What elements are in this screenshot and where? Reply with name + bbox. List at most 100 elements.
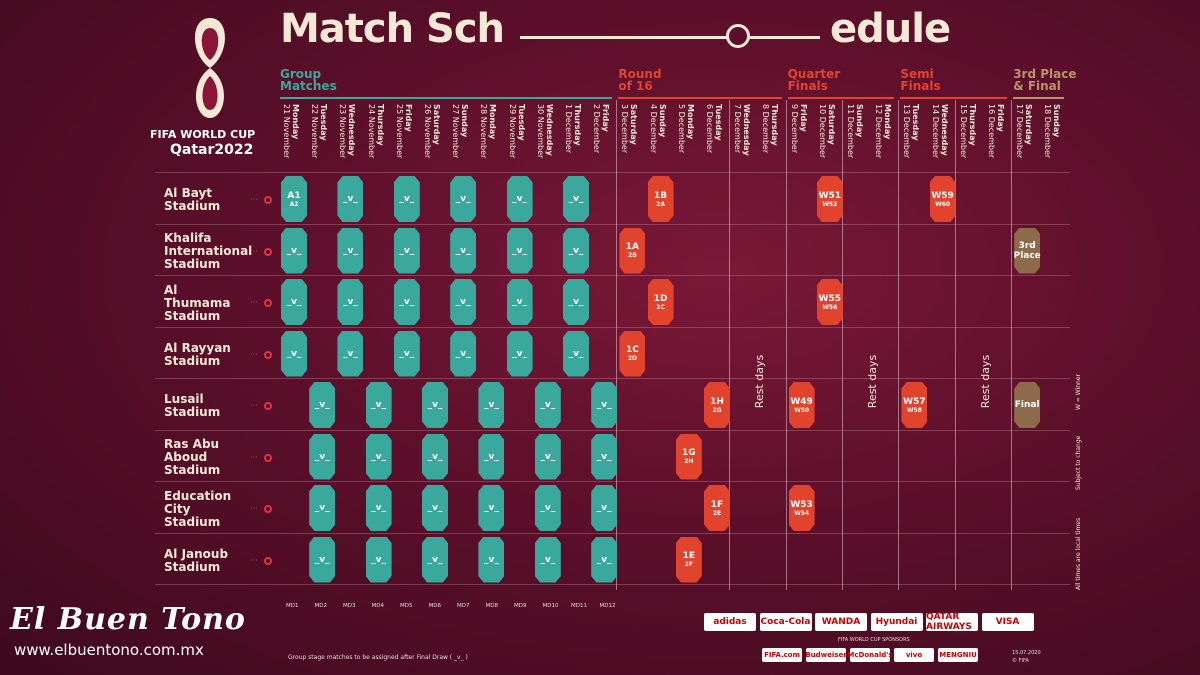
knockout-match[interactable]: 1G 2H (675, 433, 702, 480)
knockout-match[interactable]: 1E 2F (675, 536, 702, 583)
group-match[interactable]: A1 A2 (281, 176, 307, 222)
group-match[interactable]: _v_ (393, 227, 420, 274)
stadium-marker-icon[interactable] (264, 350, 272, 359)
date-header: Tuesday 13 December (902, 104, 921, 159)
date-header: Friday 2 December (592, 104, 611, 154)
matchday-label: MD7 (457, 603, 470, 609)
group-match[interactable]: _v_ (591, 536, 618, 583)
group-match[interactable]: _v_ (309, 433, 336, 480)
group-match[interactable]: _v_ (478, 536, 505, 583)
knockout-match[interactable]: 1A 2B (619, 227, 646, 274)
group-match[interactable]: _v_ (506, 279, 533, 325)
date-header: Wednesday 14 December (930, 104, 949, 159)
side-note: All times are local times (1075, 517, 1082, 590)
group-match[interactable]: _v_ (563, 330, 589, 377)
page-title-end: edule (830, 6, 951, 52)
group-match[interactable]: _v_ (450, 279, 477, 325)
group-match[interactable]: _v_ (309, 382, 336, 428)
stadium-dots: ··· (250, 298, 258, 307)
group-match[interactable]: _v_ (506, 330, 533, 377)
knockout-match[interactable]: W59 W60 (929, 176, 956, 222)
group-match[interactable]: _v_ (337, 176, 364, 222)
group-match[interactable]: _v_ (534, 536, 561, 583)
row-divider (155, 429, 1070, 431)
column-divider (1011, 100, 1013, 590)
final-match[interactable]: Final (1014, 382, 1041, 428)
group-match[interactable]: _v_ (506, 176, 533, 222)
group-match[interactable]: _v_ (591, 382, 618, 428)
matchday-label: MD5 (400, 603, 413, 609)
page-title: Match Sch (280, 6, 505, 52)
row-divider (155, 481, 1070, 482)
group-match[interactable]: _v_ (591, 485, 618, 531)
group-match[interactable]: _v_ (563, 176, 589, 222)
group-match[interactable]: _v_ (422, 485, 448, 531)
stadium-name: Khalifa International Stadium (164, 231, 253, 271)
date-header: Friday 25 November (394, 104, 413, 159)
column-divider (616, 100, 618, 590)
group-match[interactable]: _v_ (534, 485, 561, 531)
brand-url[interactable]: www.elbuentono.com.mx (14, 641, 204, 659)
group-match[interactable]: _v_ (422, 433, 448, 480)
group-match[interactable]: _v_ (365, 536, 392, 583)
group-match[interactable]: _v_ (506, 227, 533, 274)
group-match[interactable]: _v_ (450, 176, 477, 222)
group-match[interactable]: _v_ (365, 433, 392, 480)
knockout-match[interactable]: W57 W58 (901, 382, 928, 428)
date-stamp: 15.07.2020 (1012, 650, 1041, 656)
group-match[interactable]: _v_ (337, 330, 364, 377)
stadium-marker-icon[interactable] (264, 556, 272, 565)
third-place-match[interactable]: 3rd Place (1014, 227, 1041, 274)
knockout-match[interactable]: 1B 2A (647, 176, 674, 222)
knockout-match[interactable]: W51 W52 (816, 176, 843, 222)
group-match[interactable]: _v_ (478, 433, 505, 480)
group-match[interactable]: _v_ (450, 227, 477, 274)
side-note: W = Winner (1075, 373, 1082, 410)
brand-logo: El Buen Tono (10, 602, 246, 637)
stadium-marker-icon[interactable] (264, 196, 272, 204)
stage-underline (900, 97, 1008, 99)
knockout-match[interactable]: 1F 2E (704, 485, 730, 531)
stadium-marker-icon[interactable] (264, 453, 272, 462)
title-ball-icon (726, 24, 750, 48)
group-match[interactable]: _v_ (393, 279, 420, 325)
group-match[interactable]: _v_ (563, 279, 589, 325)
stadium-dots: ··· (250, 555, 258, 565)
stadium-marker-icon[interactable] (264, 505, 272, 513)
stage-underline (787, 97, 895, 99)
group-match[interactable]: _v_ (365, 485, 392, 531)
group-match[interactable]: _v_ (478, 485, 505, 531)
knockout-match[interactable]: 1D 2C (647, 279, 674, 325)
title-line (520, 36, 820, 39)
knockout-match[interactable]: W53 W54 (788, 485, 815, 531)
knockout-match[interactable]: W49 W50 (788, 382, 815, 428)
stadium-dots: ··· (250, 401, 258, 410)
group-match[interactable]: _v_ (281, 330, 307, 377)
group-match[interactable]: _v_ (393, 176, 420, 222)
group-match[interactable]: _v_ (337, 227, 364, 274)
group-match[interactable]: _v_ (281, 279, 307, 325)
group-match[interactable]: _v_ (393, 330, 420, 377)
group-match[interactable]: _v_ (422, 382, 448, 428)
group-match[interactable]: _v_ (591, 433, 618, 480)
date-header: Saturday 26 November (423, 104, 441, 159)
group-match[interactable]: _v_ (450, 330, 477, 377)
group-match[interactable]: _v_ (563, 227, 589, 274)
group-match[interactable]: _v_ (478, 382, 505, 428)
stadium-marker-icon[interactable] (264, 299, 272, 307)
group-match[interactable]: _v_ (534, 433, 561, 480)
stadium-marker-icon[interactable] (264, 402, 272, 410)
group-match[interactable]: _v_ (337, 279, 364, 325)
group-match[interactable]: _v_ (309, 536, 336, 583)
knockout-match[interactable]: W55 W56 (816, 279, 843, 325)
group-match[interactable]: _v_ (309, 485, 336, 531)
knockout-match[interactable]: 1H 2G (704, 382, 730, 428)
group-match[interactable]: _v_ (365, 382, 392, 428)
group-match[interactable]: _v_ (422, 536, 448, 583)
knockout-match[interactable]: 1C 2D (619, 330, 646, 377)
group-match[interactable]: _v_ (534, 382, 561, 428)
group-match[interactable]: _v_ (281, 227, 307, 274)
stadium-marker-icon[interactable] (264, 247, 272, 256)
column-divider (785, 100, 787, 590)
row-divider (155, 275, 1070, 276)
